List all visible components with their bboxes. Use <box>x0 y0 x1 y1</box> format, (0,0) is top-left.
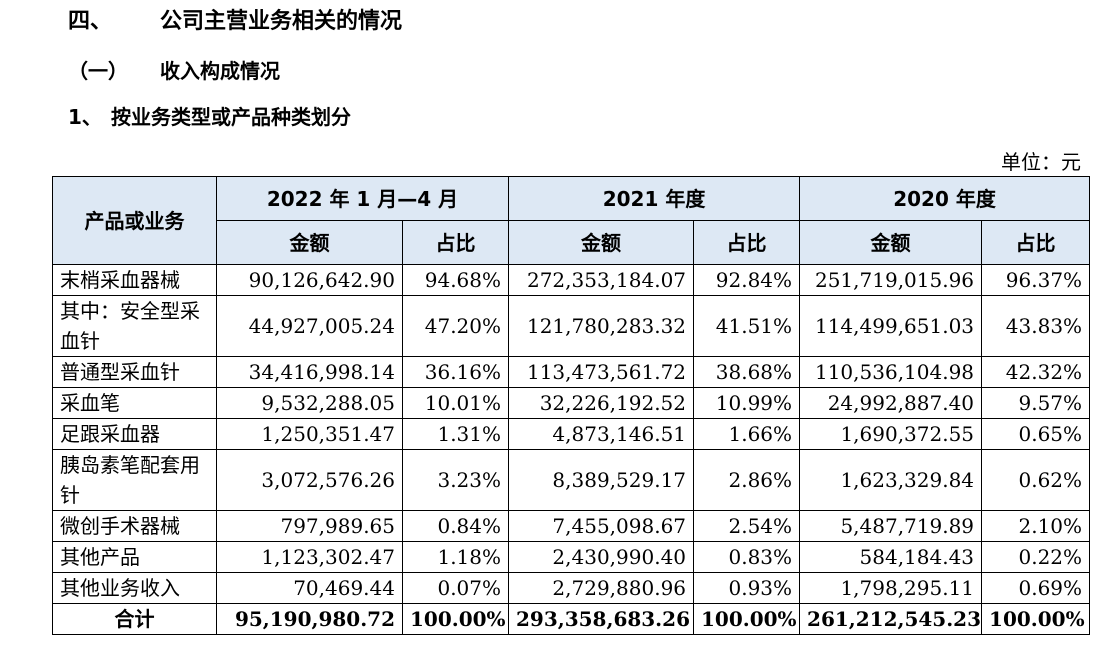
amount-cell: 114,499,651.03 <box>799 295 983 357</box>
amount-cell: 2,430,990.40 <box>508 541 695 573</box>
amount-cell: 1,798,295.11 <box>799 572 983 604</box>
ratio-cell: 41.51% <box>693 295 801 357</box>
amount-cell: 251,719,015.96 <box>799 264 983 296</box>
table-row: 采血笔 9,532,288.05 10.01% 32,226,192.52 10.99%… <box>52 387 1091 419</box>
ratio-cell: 10.01% <box>401 387 510 419</box>
row-label: 其他产品 <box>52 541 217 573</box>
total-label: 合计 <box>52 603 217 635</box>
ratio-header: 占比 <box>693 220 801 265</box>
amount-header: 金额 <box>508 220 695 265</box>
amount-cell: 1,250,351.47 <box>216 418 403 450</box>
amount-cell: 95,190,980.72 <box>216 603 403 635</box>
row-label: 末梢采血器械 <box>52 264 217 296</box>
amount-cell: 261,212,545.23 <box>799 603 983 635</box>
amount-cell: 1,690,372.55 <box>799 418 983 450</box>
ratio-cell: 47.20% <box>401 295 510 357</box>
amount-cell: 90,126,642.90 <box>216 264 403 296</box>
amount-cell: 121,780,283.32 <box>508 295 695 357</box>
ratio-cell: 0.65% <box>981 418 1091 450</box>
unit-label: 单位：元 <box>1001 150 1081 174</box>
income-composition-table: 产品或业务 2022 年 1 月—4 月 2021 年度 2020 年度 金额 … <box>52 176 1091 635</box>
amount-cell: 44,927,005.24 <box>216 295 403 357</box>
amount-cell: 32,226,192.52 <box>508 387 695 419</box>
row-label: 普通型采血针 <box>52 356 217 388</box>
amount-cell: 7,455,098.67 <box>508 510 695 542</box>
amount-header: 金额 <box>216 220 403 265</box>
ratio-cell: 92.84% <box>693 264 801 296</box>
ratio-cell: 0.84% <box>401 510 510 542</box>
row-label: 胰岛素笔配套用针 <box>52 449 217 511</box>
ratio-cell: 2.54% <box>693 510 801 542</box>
total-row: 合计 95,190,980.72 100.00% 293,358,683.26 100.… <box>52 603 1091 635</box>
ratio-cell: 1.66% <box>693 418 801 450</box>
amount-cell: 3,072,576.26 <box>216 449 403 511</box>
ratio-cell: 100.00% <box>401 603 510 635</box>
ratio-cell: 36.16% <box>401 356 510 388</box>
subsection-title: 收入构成情况 <box>160 59 280 83</box>
ratio-cell: 96.37% <box>981 264 1091 296</box>
amount-cell: 113,473,561.72 <box>508 356 695 388</box>
table-row: 普通型采血针 34,416,998.14 36.16% 113,473,561.72 3… <box>52 356 1091 388</box>
ratio-header: 占比 <box>981 220 1091 265</box>
table-body: 末梢采血器械 90,126,642.90 94.68% 272,353,184.07 9… <box>52 264 1091 635</box>
amount-cell: 797,989.65 <box>216 510 403 542</box>
row-label: 其中：安全型采血针 <box>52 295 217 357</box>
ratio-cell: 1.18% <box>401 541 510 573</box>
amount-cell: 8,389,529.17 <box>508 449 695 511</box>
amount-cell: 272,353,184.07 <box>508 264 695 296</box>
amount-header: 金额 <box>799 220 983 265</box>
amount-cell: 110,536,104.98 <box>799 356 983 388</box>
row-label: 足跟采血器 <box>52 418 217 450</box>
amount-cell: 1,123,302.47 <box>216 541 403 573</box>
ratio-cell: 100.00% <box>693 603 801 635</box>
row-label: 其他业务收入 <box>52 572 217 604</box>
period-header-2022: 2022 年 1 月—4 月 <box>215 176 510 221</box>
subsection-number: （一） <box>68 59 128 83</box>
section-title: 公司主营业务相关的情况 <box>160 9 403 34</box>
ratio-cell: 3.23% <box>401 449 510 511</box>
table-row: 胰岛素笔配套用针 3,072,576.26 3.23% 8,389,529.17 2.8… <box>52 449 1091 511</box>
amount-cell: 70,469.44 <box>216 572 403 604</box>
ratio-cell: 10.99% <box>693 387 801 419</box>
ratio-cell: 2.10% <box>981 510 1091 542</box>
ratio-cell: 100.00% <box>981 603 1091 635</box>
row-label: 采血笔 <box>52 387 217 419</box>
table-row: 其他业务收入 70,469.44 0.07% 2,729,880.96 0.93% 1,7… <box>52 572 1091 604</box>
ratio-cell: 0.07% <box>401 572 510 604</box>
ratio-cell: 0.83% <box>693 541 801 573</box>
ratio-cell: 0.69% <box>981 572 1091 604</box>
table-row: 其他产品 1,123,302.47 1.18% 2,430,990.40 0.83% 58… <box>52 541 1091 573</box>
amount-cell: 9,532,288.05 <box>216 387 403 419</box>
period-header-2020: 2020 年度 <box>799 176 1091 221</box>
ratio-cell: 0.62% <box>981 449 1091 511</box>
row-label: 微创手术器械 <box>52 510 217 542</box>
table-row: 末梢采血器械 90,126,642.90 94.68% 272,353,184.07 9… <box>52 264 1091 296</box>
ratio-cell: 0.22% <box>981 541 1091 573</box>
item-number: 1、 <box>68 105 102 129</box>
ratio-cell: 43.83% <box>981 295 1091 357</box>
ratio-cell: 38.68% <box>693 356 801 388</box>
section-number: 四、 <box>68 9 113 34</box>
ratio-cell: 42.32% <box>981 356 1091 388</box>
amount-cell: 34,416,998.14 <box>216 356 403 388</box>
ratio-cell: 1.31% <box>401 418 510 450</box>
table-row: 微创手术器械 797,989.65 0.84% 7,455,098.67 2.54% 5,… <box>52 510 1091 542</box>
ratio-cell: 94.68% <box>401 264 510 296</box>
amount-cell: 1,623,329.84 <box>799 449 983 511</box>
ratio-cell: 2.86% <box>693 449 801 511</box>
amount-cell: 584,184.43 <box>799 541 983 573</box>
amount-cell: 4,873,146.51 <box>508 418 695 450</box>
table-row: 足跟采血器 1,250,351.47 1.31% 4,873,146.51 1.66% 1… <box>52 418 1091 450</box>
amount-cell: 2,729,880.96 <box>508 572 695 604</box>
ratio-header: 占比 <box>401 220 510 265</box>
amount-cell: 293,358,683.26 <box>508 603 695 635</box>
amount-cell: 24,992,887.40 <box>799 387 983 419</box>
ratio-cell: 0.93% <box>693 572 801 604</box>
table-row: 其中：安全型采血针 44,927,005.24 47.20% 121,780,283.… <box>52 295 1091 357</box>
amount-cell: 5,487,719.89 <box>799 510 983 542</box>
item-title: 按业务类型或产品种类划分 <box>111 105 351 129</box>
ratio-cell: 9.57% <box>981 387 1091 419</box>
period-header-2021: 2021 年度 <box>508 176 801 221</box>
row-header-cell: 产品或业务 <box>52 176 217 265</box>
